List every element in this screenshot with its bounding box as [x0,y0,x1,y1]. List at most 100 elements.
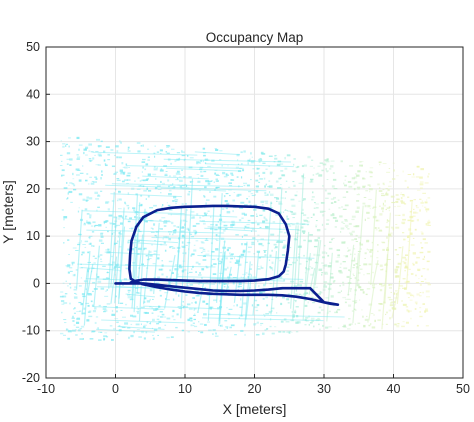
occupancy-cell [85,221,90,223]
occupancy-wall [170,280,215,285]
occupancy-cell [235,234,239,236]
occupancy-cell [213,263,217,265]
occupancy-cell [307,239,312,243]
occupancy-cell [199,247,204,249]
occupancy-wall [104,251,161,256]
occupancy-cell [256,223,260,226]
occupancy-cell [120,280,122,283]
occupancy-cell [388,309,392,312]
occupancy-cell [161,260,163,262]
occupancy-cell [348,304,352,307]
occupancy-cell [366,239,370,242]
occupancy-cell [342,223,346,224]
occupancy-cell [394,268,399,272]
occupancy-cell [264,185,266,188]
occupancy-cell [401,221,406,224]
occupancy-cell [96,138,101,141]
occupancy-cell [157,276,161,279]
occupancy-cell [179,185,182,188]
occupancy-cell [212,306,214,308]
occupancy-cell [200,252,203,254]
occupancy-cell [388,284,393,286]
occupancy-cell [76,311,80,313]
occupancy-cell [190,211,195,213]
occupancy-cell [228,189,232,191]
occupancy-cell [343,182,345,185]
occupancy-cell [108,214,113,217]
occupancy-cell [205,266,209,269]
occupancy-cell [309,181,312,183]
occupancy-cell [208,180,212,183]
occupancy-cell [215,187,218,189]
occupancy-cell [354,300,358,302]
occupancy-cell [407,219,411,222]
occupancy-cell [311,198,314,201]
occupancy-cell [318,174,323,177]
occupancy-cell [100,177,102,180]
occupancy-cell [364,218,366,222]
occupancy-cell [87,251,90,254]
occupancy-cell [225,193,229,195]
occupancy-cell [63,187,68,189]
occupancy-cell [117,198,122,200]
occupancy-cell [116,156,119,159]
occupancy-cell [171,272,174,275]
occupancy-cell [272,221,276,223]
occupancy-cell [382,210,384,213]
occupancy-cell [205,202,207,205]
occupancy-cell [60,154,63,156]
occupancy-cell [136,276,140,278]
occupancy-cell [247,219,251,222]
occupancy-cell [267,225,270,229]
occupancy-cell [379,213,383,216]
occupancy-cell [201,277,203,279]
occupancy-cell [221,324,223,327]
occupancy-cell [194,232,197,234]
occupancy-cell [140,323,142,326]
occupancy-cell [178,158,181,160]
occupancy-cell [262,171,266,174]
occupancy-cell [247,251,251,253]
occupancy-cell [110,255,114,258]
occupancy-cell [317,165,321,167]
occupancy-cell [393,292,396,295]
occupancy-cell [406,280,410,283]
occupancy-cell [176,177,179,180]
occupancy-cell [157,334,159,336]
occupancy-cell [205,265,208,267]
occupancy-cell [218,260,223,263]
occupancy-cell [187,193,190,196]
occupancy-cell [407,196,410,198]
occupancy-cell [139,185,142,187]
occupancy-cell [62,143,66,145]
occupancy-cell [103,337,106,340]
occupancy-cell [355,234,358,237]
occupancy-cell [194,301,196,303]
occupancy-cell [420,201,424,204]
occupancy-cell [280,302,283,306]
occupancy-cell [353,187,356,191]
occupancy-cell [264,218,268,220]
occupancy-cell [73,184,76,187]
occupancy-cell [211,250,215,253]
occupancy-cell [264,225,268,229]
occupancy-cell [144,297,147,300]
occupancy-cell [414,308,417,310]
occupancy-cell [278,177,281,180]
occupancy-cell [190,320,193,322]
occupancy-cell [116,150,119,153]
occupancy-cell [388,219,390,222]
occupancy-wall [370,189,377,285]
occupancy-cell [189,271,193,273]
occupancy-cell [420,231,423,233]
y-tick-label: 0 [33,276,40,290]
occupancy-cell [311,191,314,194]
occupancy-cell [161,217,166,219]
occupancy-cell [116,179,121,182]
occupancy-cell [257,240,259,243]
occupancy-cell [153,223,156,226]
occupancy-cell [419,198,422,201]
occupancy-cell [402,303,407,306]
occupancy-cell [149,254,153,257]
occupancy-cell [298,263,302,265]
